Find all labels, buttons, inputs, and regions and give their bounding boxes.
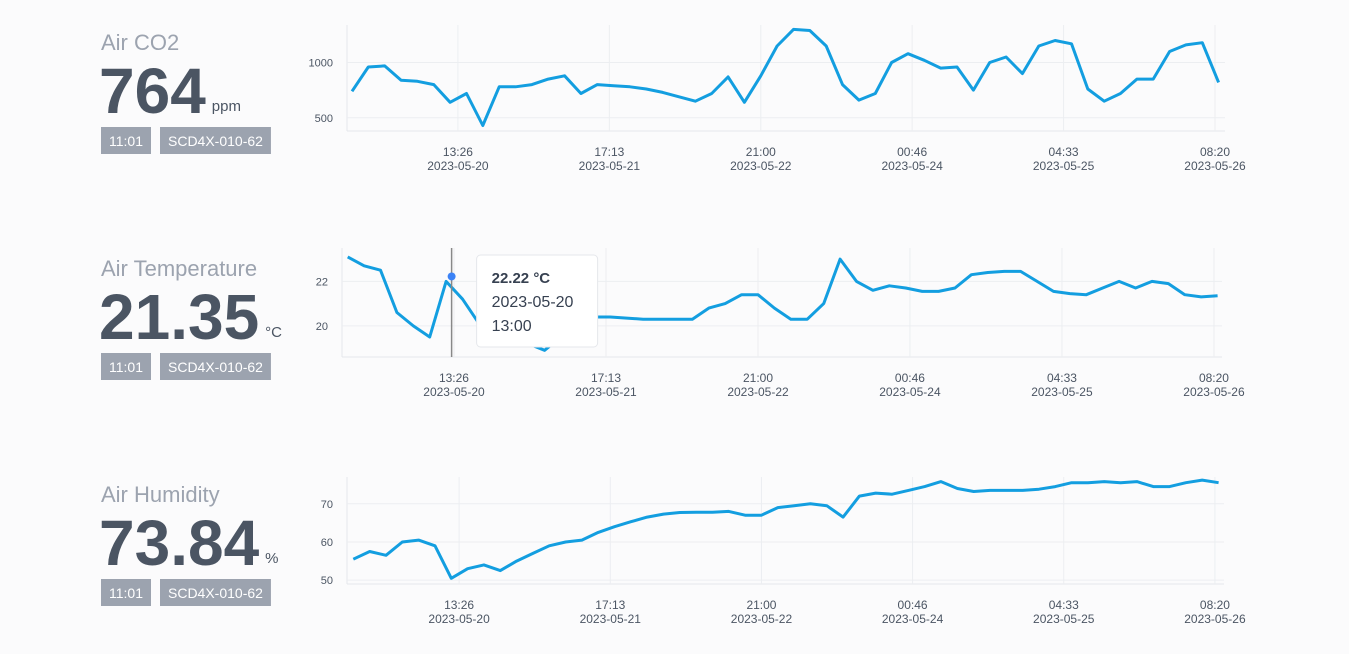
badge	[101, 353, 151, 380]
x-tick-label: 2023-05-24	[881, 159, 943, 173]
tooltip-box	[476, 254, 599, 348]
hover-dot	[447, 272, 456, 281]
badge-text: SCD4X-010-62	[168, 133, 263, 149]
y-tick-label: 22	[316, 276, 328, 288]
badge	[160, 353, 271, 380]
panel-unit: ppm	[212, 98, 241, 115]
y-tick-label: 500	[315, 113, 333, 125]
badge	[160, 127, 271, 154]
x-tick-label: 2023-05-24	[882, 612, 944, 626]
panel-unit: °C	[265, 324, 282, 341]
x-tick-label: 17:13	[595, 598, 625, 612]
y-tick-label: 20	[316, 321, 328, 333]
y-tick-label: 70	[321, 499, 333, 511]
x-tick-label: 17:13	[594, 145, 624, 159]
badge	[101, 579, 151, 606]
y-tick-label: 1000	[309, 58, 333, 70]
x-tick-label: 2023-05-24	[879, 385, 941, 399]
x-tick-label: 04:33	[1047, 371, 1077, 385]
badge-text: 11:01	[109, 359, 143, 375]
panel-value: 764	[99, 55, 206, 127]
x-tick-label: 2023-05-25	[1033, 612, 1095, 626]
badge-text: 11:01	[109, 133, 143, 149]
x-tick-label: 17:13	[591, 371, 621, 385]
x-tick-label: 08:20	[1200, 598, 1230, 612]
x-tick-label: 00:46	[898, 598, 928, 612]
x-tick-label: 08:20	[1199, 371, 1229, 385]
x-tick-label: 2023-05-26	[1183, 385, 1245, 399]
panel-value: 21.35	[99, 281, 259, 353]
x-tick-label: 2023-05-20	[428, 612, 490, 626]
x-tick-label: 2023-05-26	[1184, 612, 1246, 626]
tooltip-text: 2023-05-20	[492, 294, 574, 311]
x-tick-label: 21:00	[743, 371, 773, 385]
panel-title: Air Temperature	[101, 256, 257, 281]
x-tick-label: 2023-05-26	[1184, 159, 1246, 173]
x-tick-label: 00:46	[895, 371, 925, 385]
x-tick-label: 2023-05-22	[727, 385, 789, 399]
x-tick-label: 2023-05-22	[731, 612, 793, 626]
x-tick-label: 2023-05-22	[730, 159, 792, 173]
y-tick-label: 60	[321, 537, 333, 549]
x-tick-label: 08:20	[1200, 145, 1230, 159]
x-tick-label: 04:33	[1049, 145, 1079, 159]
x-tick-label: 2023-05-21	[579, 159, 641, 173]
badge	[160, 579, 271, 606]
badge	[101, 127, 151, 154]
x-tick-label: 13:26	[443, 145, 473, 159]
y-tick-label: 50	[321, 575, 333, 587]
x-tick-label: 2023-05-25	[1031, 385, 1093, 399]
badge-text: SCD4X-010-62	[168, 585, 263, 601]
x-tick-label: 13:26	[439, 371, 469, 385]
data-line	[352, 478, 1219, 580]
x-tick-label: 2023-05-21	[580, 612, 642, 626]
x-tick-label: 2023-05-20	[423, 385, 485, 399]
tooltip-text: 13:00	[492, 318, 532, 335]
x-tick-label: 21:00	[746, 598, 776, 612]
x-tick-label: 04:33	[1049, 598, 1079, 612]
tooltip-text: 22.22 °C	[492, 270, 551, 287]
x-tick-label: 00:46	[897, 145, 927, 159]
x-tick-label: 2023-05-21	[575, 385, 637, 399]
panel-title: Air CO2	[101, 30, 179, 55]
panel-title: Air Humidity	[101, 482, 220, 507]
x-tick-label: 2023-05-20	[427, 159, 489, 173]
data-line	[350, 27, 1220, 127]
badge-text: SCD4X-010-62	[168, 359, 263, 375]
panel-unit: %	[265, 550, 278, 567]
x-tick-label: 2023-05-25	[1033, 159, 1095, 173]
badge-text: 11:01	[109, 585, 143, 601]
panel-value: 73.84	[99, 507, 260, 579]
x-tick-label: 13:26	[444, 598, 474, 612]
x-tick-label: 21:00	[746, 145, 776, 159]
